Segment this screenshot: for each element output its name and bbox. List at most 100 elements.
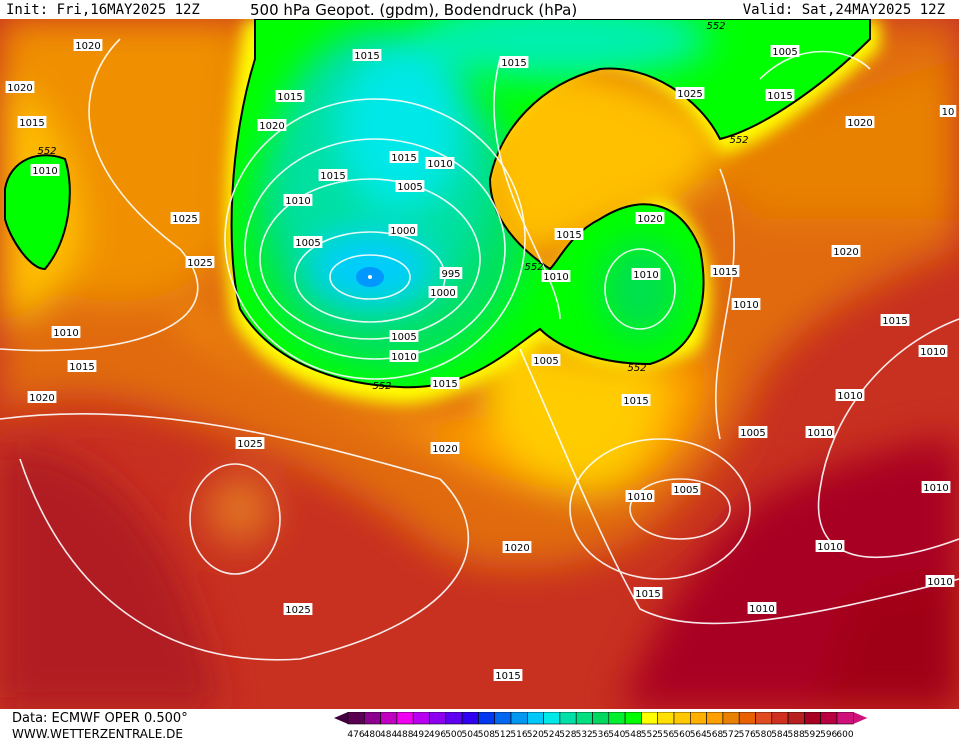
legend-label: 576 (739, 730, 756, 740)
isobar-label: 1015 (352, 49, 382, 62)
svg-text:1020: 1020 (504, 543, 529, 554)
svg-text:1010: 1010 (427, 159, 452, 170)
svg-text:552: 552 (372, 381, 391, 392)
svg-text:1015: 1015 (320, 171, 345, 182)
svg-text:1020: 1020 (29, 393, 54, 404)
legend-swatch (527, 712, 544, 725)
svg-text:1015: 1015 (623, 396, 648, 407)
svg-text:1020: 1020 (847, 118, 872, 129)
svg-text:1010: 1010 (923, 483, 948, 494)
legend-label: 572 (722, 730, 739, 740)
svg-text:1020: 1020 (7, 83, 32, 94)
legend-swatch (461, 712, 479, 725)
svg-text:1020: 1020 (833, 247, 858, 258)
legend-swatch (804, 712, 821, 725)
svg-text:1010: 1010 (627, 492, 652, 503)
legend-swatch (641, 712, 658, 725)
legend-label: 588 (788, 730, 805, 740)
isobar-label: 1005 (389, 330, 419, 343)
svg-text:1005: 1005 (772, 47, 797, 58)
isobar-label: 1005 (531, 354, 561, 367)
svg-text:1010: 1010 (53, 328, 78, 339)
isobar-label: 1010 (389, 350, 419, 363)
svg-text:1010: 1010 (391, 352, 416, 363)
legend-label: 564 (690, 730, 707, 740)
legend-label: 512 (494, 730, 511, 740)
isobar-label: 1020 (5, 81, 35, 94)
legend-label: 524 (543, 730, 560, 740)
legend-swatch (494, 712, 512, 725)
legend-label: 508 (478, 730, 495, 740)
legend-swatch (657, 712, 675, 725)
isobar-label: 1010 (30, 164, 60, 177)
legend-label: 496 (429, 730, 446, 740)
legend-swatch (363, 712, 381, 725)
legend-swatch (787, 712, 805, 725)
legend-label: 476 (347, 730, 364, 740)
svg-text:1025: 1025 (237, 439, 262, 450)
valid-time: Valid: Sat,24MAY2025 12Z (742, 2, 945, 18)
isobar-label: 1005 (671, 483, 701, 496)
svg-text:1010: 1010 (543, 272, 568, 283)
isobar-label: 1010 (51, 326, 81, 339)
svg-text:1015: 1015 (354, 51, 379, 62)
isobar-labels: 1020 1020 1015 552 1010 1025 1025 1010 1015 1020 1… (5, 21, 957, 682)
legend-label: 580 (755, 730, 772, 740)
legend-swatch (575, 712, 593, 725)
isobar-label: 1025 (235, 437, 265, 450)
isobar-label: 1000 (388, 224, 418, 237)
isobar-label: 1015 (17, 116, 47, 129)
isobar-label: 1010 (747, 602, 777, 615)
legend-swatch (738, 712, 756, 725)
legend-label: 556 (657, 730, 674, 740)
svg-text:1010: 1010 (749, 604, 774, 615)
isobar-label: 1005 (770, 45, 800, 58)
isobar-label: 1020 (73, 39, 103, 52)
svg-text:1005: 1005 (391, 332, 416, 343)
isobar-label: 1010 (918, 345, 948, 358)
isobar-label: 1020 (257, 119, 287, 132)
isobar-label: 1010 (835, 389, 865, 402)
geopotential-field (0, 19, 959, 709)
isobar-label: 1005 (738, 426, 768, 439)
svg-text:1005: 1005 (740, 428, 765, 439)
svg-text:1015: 1015 (495, 671, 520, 682)
svg-text:1015: 1015 (277, 92, 302, 103)
svg-text:1015: 1015 (432, 379, 457, 390)
legend-label: 568 (706, 730, 723, 740)
legend-swatch (543, 712, 561, 725)
legend-label: 560 (673, 730, 690, 740)
svg-text:1005: 1005 (397, 182, 422, 193)
isobar-label: 1015 (275, 90, 305, 103)
svg-text:1010: 1010 (733, 300, 758, 311)
legend-swatch (722, 712, 740, 725)
isobar-label: 995 (439, 267, 463, 280)
svg-text:1010: 1010 (32, 166, 57, 177)
isobars (0, 38, 959, 661)
legend-label: 504 (462, 730, 479, 740)
isobar-label: 1015 (318, 169, 348, 182)
isobar-label: 1025 (185, 256, 215, 269)
color-legend: 476 480 484 488 492 496 500 504 508 512 516 520 524 5… (334, 712, 868, 740)
legend-label: 532 (576, 730, 593, 740)
chart-title: 500 hPa Geopot. (gpdm), Bodendruck (hPa) (250, 1, 578, 19)
svg-text:1010: 1010 (633, 270, 658, 281)
legend-arrow-low (334, 712, 348, 724)
svg-text:1020: 1020 (432, 444, 457, 455)
isobar-label: 1015 (493, 669, 523, 682)
website: WWW.WETTERZENTRALE.DE (12, 727, 183, 741)
legend-swatch (836, 712, 854, 725)
legend-swatch (689, 712, 707, 725)
isobar-label: 552 (372, 381, 391, 392)
low-center-marker (368, 275, 372, 279)
legend-swatch (755, 712, 773, 725)
svg-text:1000: 1000 (390, 226, 415, 237)
isobar-label: 1015 (621, 394, 651, 407)
legend-label: 488 (396, 730, 413, 740)
legend-swatch (412, 712, 430, 725)
svg-text:1005: 1005 (533, 356, 558, 367)
svg-text:1015: 1015 (19, 118, 44, 129)
svg-text:1010: 1010 (837, 391, 862, 402)
legend-swatch (396, 712, 414, 725)
legend-swatch (429, 712, 447, 725)
